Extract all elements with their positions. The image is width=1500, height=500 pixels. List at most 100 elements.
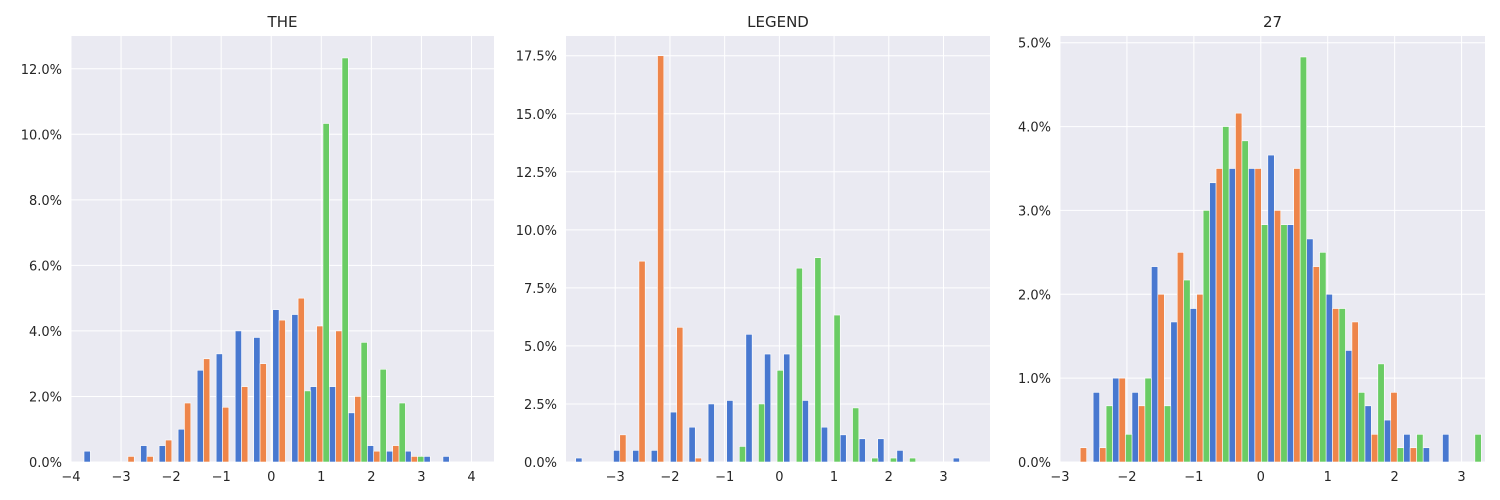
y-tick-label: 0.0% <box>1018 456 1051 471</box>
bar-series-2 <box>410 456 418 463</box>
bar-series-2 <box>1235 112 1243 463</box>
bar-series-1 <box>575 457 583 463</box>
y-tick-label: 2.0% <box>1018 288 1051 303</box>
y-tick-label: 2.5% <box>524 398 557 413</box>
x-tick-label: −2 <box>1117 470 1136 485</box>
bar-series-3 <box>1144 377 1152 463</box>
bar-series-1 <box>1131 392 1139 463</box>
y-tick-label: 1.0% <box>1018 372 1051 387</box>
histogram-panel-27: −3 −2 −1 0 1 2 3 0.0% 1.0% 2.0% 3.0% 4.0% 5.0% 27 <box>1018 13 1485 485</box>
bar-series-2 <box>203 358 211 463</box>
x-tick-label: 3 <box>939 470 947 485</box>
x-tick-label: 0 <box>1257 470 1265 485</box>
bar-series-2 <box>222 406 230 463</box>
bar-series-3 <box>1338 308 1346 463</box>
bar-series-2 <box>1176 252 1185 463</box>
bar-series-2 <box>1351 321 1359 463</box>
y-tick-label: 12.5% <box>516 166 557 181</box>
bar-series-1 <box>1112 377 1120 463</box>
bar-series-1 <box>726 400 734 463</box>
bar-series-3 <box>909 457 917 463</box>
bar-series-1 <box>670 411 677 463</box>
bar-series-1 <box>877 438 885 463</box>
y-tick-label: 3.0% <box>1018 204 1051 219</box>
bar-series-1 <box>1170 321 1178 463</box>
bar-series-3 <box>1261 224 1269 463</box>
bar-series-2 <box>1196 293 1204 463</box>
bar-series-3 <box>1183 279 1191 463</box>
y-tick-label: 6.0% <box>29 259 62 274</box>
bar-series-1 <box>783 353 791 463</box>
bar-series-2 <box>335 330 343 463</box>
bar-series-1 <box>1286 224 1294 463</box>
bar-series-1 <box>688 426 696 463</box>
x-tick-label: −3 <box>606 470 625 485</box>
bar-series-3 <box>322 123 330 463</box>
bar-series-1 <box>1442 434 1450 463</box>
bar-series-1 <box>1403 434 1411 463</box>
bar-series-2 <box>392 445 400 463</box>
bar-series-3 <box>304 390 312 463</box>
bar-series-2 <box>146 456 154 463</box>
x-tick-label: 2 <box>885 470 893 485</box>
bar-series-2 <box>676 327 684 463</box>
x-tick-label: −4 <box>61 470 80 485</box>
bar-series-1 <box>1151 266 1159 463</box>
bar-series-2 <box>1099 447 1107 463</box>
bar-series-1 <box>442 456 450 463</box>
bar-series-1 <box>1228 168 1236 463</box>
y-tick-label: 2.0% <box>29 390 62 405</box>
bar-series-2 <box>373 450 381 463</box>
bar-series-3 <box>1105 405 1113 463</box>
y-tick-label: 0.0% <box>29 456 62 471</box>
x-tick-label: 3 <box>417 470 425 485</box>
bar-series-3 <box>738 446 746 463</box>
x-tick-label: −1 <box>212 470 231 485</box>
bar-series-1 <box>291 314 299 463</box>
bar-series-2 <box>241 386 249 463</box>
bar-series-1 <box>952 457 960 463</box>
bar-series-1 <box>764 353 772 463</box>
x-tick-label: 4 <box>467 470 475 485</box>
bar-series-2 <box>1079 447 1087 463</box>
bar-series-3 <box>1280 224 1288 463</box>
bar-series-2 <box>619 434 627 463</box>
x-tick-label: −2 <box>162 470 181 485</box>
bar-series-1 <box>215 353 223 463</box>
chart-title: 27 <box>1263 13 1282 31</box>
bar-series-1 <box>1383 419 1392 463</box>
chart-title: THE <box>267 13 298 31</box>
x-tick-label: 1 <box>317 470 325 485</box>
bar-series-3 <box>1241 140 1249 463</box>
bar-series-1 <box>423 456 431 463</box>
bar-series-2 <box>694 457 702 463</box>
bar-series-3 <box>758 403 766 463</box>
bar-series-1 <box>140 445 148 463</box>
x-tick-label: 3 <box>1457 470 1465 485</box>
bar-series-1 <box>1306 238 1314 463</box>
y-tick-label: 4.0% <box>29 325 62 340</box>
bar-series-3 <box>1474 434 1482 463</box>
y-tick-label: 5.0% <box>524 340 557 355</box>
bar-series-1 <box>348 412 355 463</box>
bar-series-2 <box>165 439 173 463</box>
x-tick-label: −2 <box>660 470 679 485</box>
bar-series-3 <box>889 457 897 463</box>
bar-series-1 <box>745 334 753 463</box>
x-tick-label: 1 <box>1324 470 1332 485</box>
bar-series-2 <box>1118 377 1126 463</box>
bar-series-2 <box>184 402 192 463</box>
bar-series-1 <box>83 450 91 463</box>
bar-series-1 <box>329 386 336 463</box>
bar-series-3 <box>1163 405 1172 463</box>
bar-series-1 <box>386 450 394 463</box>
y-tick-label: 10.0% <box>21 128 62 143</box>
bar-series-3 <box>379 368 387 463</box>
x-tick-label: 2 <box>367 470 375 485</box>
bar-series-1 <box>1422 447 1430 463</box>
histogram-panel-the: −4 −3 −2 −1 0 1 2 3 4 0.0% 2.0% 4.0% 6.0% 8.0% 10.0% 12… <box>21 13 494 485</box>
bar-series-2 <box>1215 168 1223 463</box>
bar-series-3 <box>795 267 803 463</box>
bar-series-1 <box>158 445 166 463</box>
